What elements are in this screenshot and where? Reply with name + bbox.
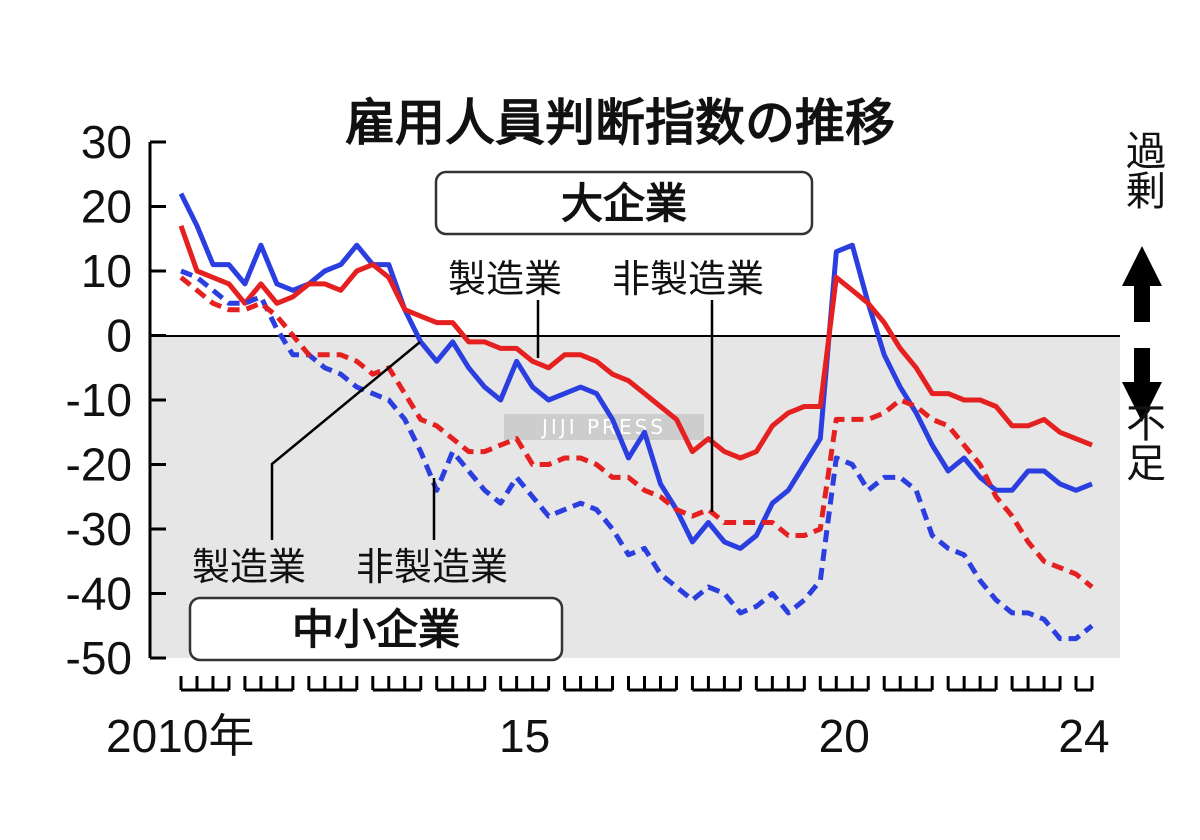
side-label-surplus: 過剰 xyxy=(1119,130,1166,210)
y-tick-label: 20 xyxy=(81,181,132,233)
y-tick-label: 10 xyxy=(81,245,132,297)
top-label-manufacturing: 製造業 xyxy=(448,257,562,301)
x-tick-label: 15 xyxy=(499,710,550,762)
y-tick-label: -50 xyxy=(66,632,132,684)
series-line-small-manufacturing xyxy=(180,268,1094,642)
top-label-nonmanufacturing: 非製造業 xyxy=(612,257,764,301)
x-tick-label: 2010年 xyxy=(106,710,254,762)
series-line-large-nonmanufacturing xyxy=(178,224,1093,461)
series-line-small-nonmanufacturing xyxy=(179,275,1094,589)
up-arrow-icon xyxy=(1122,246,1162,322)
x-tick-label: 20 xyxy=(819,710,870,762)
watermark-bg xyxy=(504,414,704,440)
y-tick-label: -10 xyxy=(66,374,132,426)
series-layer xyxy=(178,192,1094,642)
y-tick-label: 30 xyxy=(81,116,132,168)
top-group-label: 大企業 xyxy=(561,179,687,228)
down-arrow-icon xyxy=(1122,348,1162,422)
chart-title: 雇用人員判断指数の推移 xyxy=(345,94,895,152)
top-group-box xyxy=(434,170,814,236)
x-axis-ticks: 2010年 15 20 24 xyxy=(106,676,1110,762)
x-tick-label: 24 xyxy=(1058,710,1109,762)
bottom-group-box xyxy=(188,596,564,662)
y-tick-label: 0 xyxy=(106,310,132,362)
y-axis-ticks: 30 20 10 0 -10 -20 -30 -40 -50 xyxy=(66,116,166,684)
y-tick-label: -40 xyxy=(66,568,132,620)
series-line-large-manufacturing xyxy=(178,192,1093,551)
bottom-leader-manufacturing xyxy=(270,341,421,540)
y-tick-label: -20 xyxy=(66,439,132,491)
bottom-label-nonmanufacturing: 非製造業 xyxy=(356,545,508,589)
y-tick-label: -30 xyxy=(66,503,132,555)
side-label-shortage: 不足 xyxy=(1119,402,1165,482)
bottom-group-label: 中小企業 xyxy=(292,605,460,654)
bottom-label-manufacturing: 製造業 xyxy=(192,545,306,589)
